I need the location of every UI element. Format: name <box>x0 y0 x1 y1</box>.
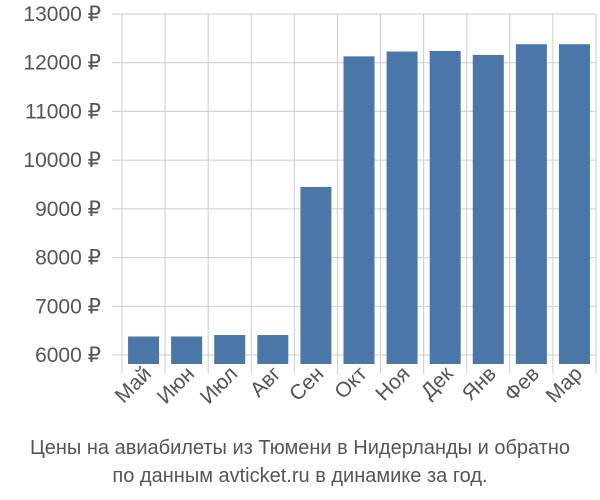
bar <box>128 336 160 364</box>
x-tick-label: Дек <box>417 362 459 404</box>
x-tick-label: Сен <box>285 362 328 405</box>
bar <box>343 56 375 364</box>
bar <box>386 51 418 364</box>
y-tick-label: 8000 ₽ <box>35 247 101 270</box>
x-tick-label: Мар <box>542 362 587 407</box>
y-tick-label: 6000 ₽ <box>35 344 101 367</box>
bar <box>214 335 246 364</box>
x-tick-label: Янв <box>458 362 501 405</box>
bar <box>472 54 504 365</box>
bar <box>257 335 289 364</box>
y-tick-label: 11000 ₽ <box>25 100 101 123</box>
y-tick-label: 7000 ₽ <box>35 295 101 318</box>
bar <box>558 44 590 365</box>
bar <box>429 51 461 364</box>
x-tick-label: Июл <box>196 362 242 408</box>
bar <box>171 336 203 364</box>
chart-caption-line-2: по данным avticket.ru в динамике за год. <box>112 465 487 487</box>
bar <box>300 186 332 364</box>
chart-caption-line-1: Цены на авиабилеты из Тюмени в Нидерланд… <box>30 437 570 459</box>
x-tick-label: Ноя <box>371 362 414 405</box>
bar <box>515 44 547 365</box>
y-axis-tick-labels: 6000 ₽ 7000 ₽ 8000 ₽ 9000 ₽ 10000 ₽ 11000 ₽ 12… <box>23 3 101 367</box>
y-tick-label: 10000 ₽ <box>23 149 101 172</box>
y-tick-label: 13000 ₽ <box>23 3 101 26</box>
y-tick-label: 12000 ₽ <box>23 52 101 75</box>
x-tick-label: Июн <box>153 362 199 408</box>
bars <box>128 44 590 365</box>
x-tick-label: Фев <box>500 362 544 406</box>
x-tick-label: Окт <box>330 362 372 404</box>
x-tick-label: Май <box>111 362 156 407</box>
y-tick-label: 9000 ₽ <box>35 198 101 221</box>
x-tick-label: Авг <box>246 362 286 402</box>
